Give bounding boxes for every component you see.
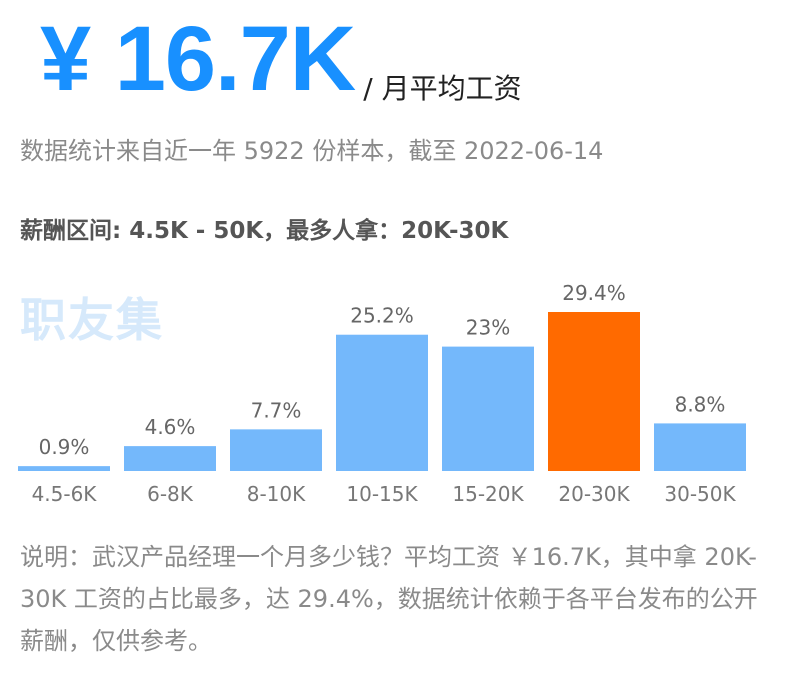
bar-15-20K	[442, 346, 534, 471]
data-label-20-30K: 29.4%	[562, 281, 626, 305]
x-tick-label-15-20K: 15-20K	[452, 482, 524, 506]
x-tick-label-30-50K: 30-50K	[664, 482, 736, 506]
explanation-note: 说明：武汉产品经理一个月多少钱？平均工资 ￥16.7K，其中拿 20K-30K …	[20, 543, 758, 655]
data-label-30-50K: 8.8%	[675, 392, 726, 416]
sample-statistics-text: 数据统计来自近一年 5922 份样本，截至 2022-06-14	[20, 137, 604, 165]
data-label-15-20K: 23%	[466, 316, 510, 340]
bar-4.5-6K	[18, 466, 110, 471]
salary-range-text: 薪酬区间: 4.5K - 50K，最多人拿：20K-30K	[20, 218, 509, 244]
watermark-logo: 职友集	[20, 293, 164, 347]
data-label-6-8K: 4.6%	[145, 415, 196, 439]
x-tick-label-8-10K: 8-10K	[247, 482, 306, 506]
average-salary-unit: / 月平均工资	[363, 72, 522, 105]
bar-30-50K	[654, 423, 746, 471]
average-salary-value: ¥ 16.7K	[40, 8, 356, 110]
bar-10-15K	[336, 334, 428, 471]
x-tick-label-10-15K: 10-15K	[346, 482, 418, 506]
average-salary-header: ¥ 16.7K / 月平均工资	[40, 4, 522, 114]
x-tick-label-20-30K: 20-30K	[558, 482, 630, 506]
bar-8-10K	[230, 429, 322, 471]
data-label-4.5-6K: 0.9%	[39, 435, 90, 459]
bar-20-30K	[548, 312, 640, 471]
data-label-8-10K: 7.7%	[251, 398, 302, 422]
x-tick-label-6-8K: 6-8K	[147, 482, 194, 506]
data-label-10-15K: 25.2%	[350, 304, 414, 328]
bar-6-8K	[124, 446, 216, 471]
x-tick-label-4.5-6K: 4.5-6K	[32, 482, 98, 506]
salary-distribution-chart: 0.9% 4.5-6K 4.6% 6-8K 7.7% 8-10K 25.2% 10-15K 23…	[18, 281, 746, 506]
